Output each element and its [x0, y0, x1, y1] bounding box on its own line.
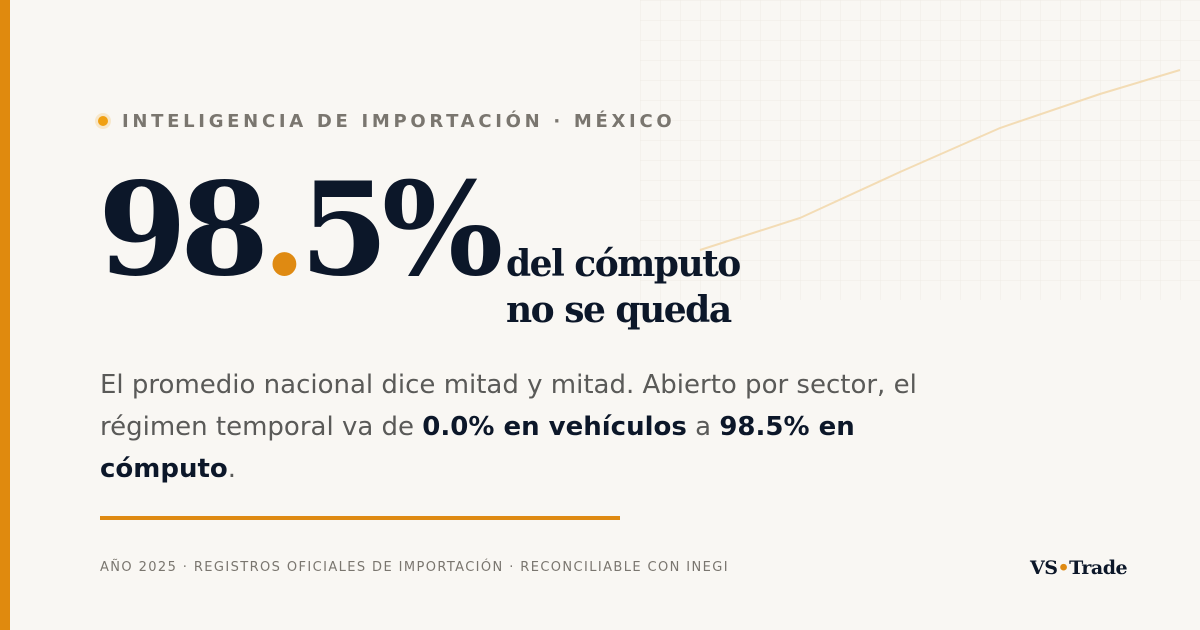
hero-stat-decimal-point: .	[262, 155, 306, 305]
hero-stat-fraction: 5%	[299, 155, 504, 305]
subhead-line-1: del cómputo	[506, 243, 741, 285]
divider	[100, 516, 620, 520]
background-trend-decoration	[640, 0, 1200, 300]
background-trend-line	[699, 69, 1181, 251]
description-text-3: .	[227, 454, 237, 484]
hero-stat-integer: 98	[98, 155, 269, 305]
background-grid	[640, 0, 1200, 300]
brand-logo: VS•Trade	[1030, 557, 1128, 579]
description-text-2: a	[686, 412, 720, 442]
description-highlight-computing: 98.5% en cómputo	[100, 412, 855, 484]
hero-stat: 98.5%	[98, 155, 504, 305]
left-accent-bar	[0, 0, 10, 630]
subhead-line-2: no se queda	[506, 289, 732, 331]
brand-logo-separator: •	[1057, 557, 1070, 579]
description-text-1: El promedio nacional dice mitad y mitad.…	[100, 370, 917, 442]
status-dot-icon	[98, 116, 108, 126]
description-highlight-vehicles: 0.0% en vehículos	[422, 412, 687, 442]
hero-subhead: del cómputo no se queda	[506, 241, 806, 333]
footer-meta: AÑO 2025 · REGISTROS OFICIALES DE IMPORT…	[100, 560, 729, 575]
eyebrow: INTELIGENCIA DE IMPORTACIÓN · MÉXICO	[98, 108, 675, 134]
brand-logo-trade: Trade	[1069, 557, 1128, 579]
description: El promedio nacional dice mitad y mitad.…	[100, 364, 980, 490]
eyebrow-label: INTELIGENCIA DE IMPORTACIÓN · MÉXICO	[122, 110, 676, 132]
brand-logo-vs: VS	[1030, 557, 1058, 579]
